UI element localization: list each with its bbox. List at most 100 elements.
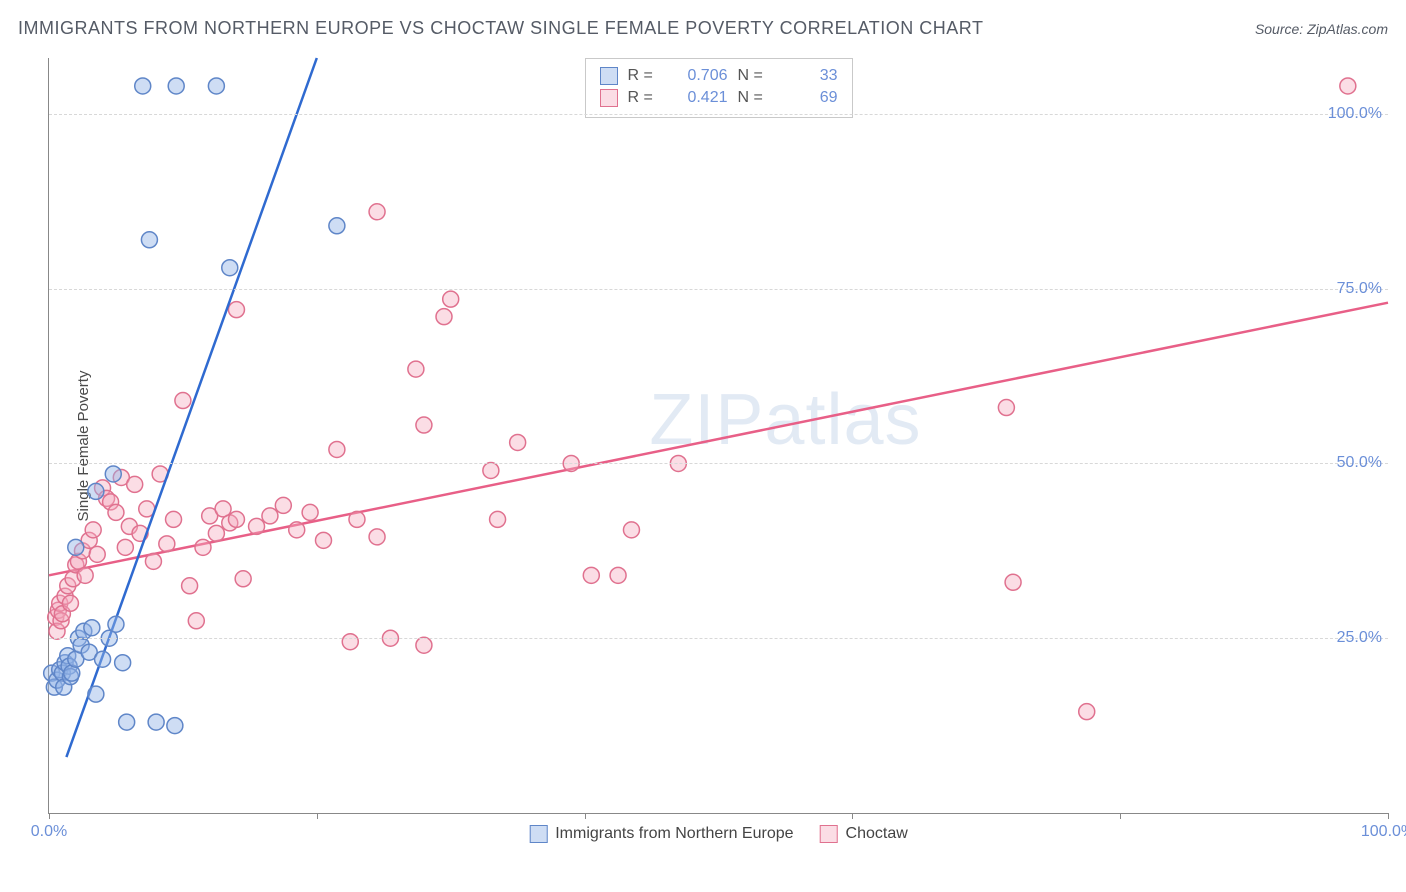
data-point-pink: [182, 578, 198, 594]
data-point-pink: [195, 539, 211, 555]
data-point-pink: [369, 204, 385, 220]
x-tick: [49, 813, 50, 819]
series-legend: Immigrants from Northern Europe Choctaw: [529, 825, 908, 843]
x-tick: [852, 813, 853, 819]
data-point-pink: [62, 595, 78, 611]
legend-label-blue: Immigrants from Northern Europe: [555, 825, 793, 843]
data-point-blue: [208, 78, 224, 94]
data-point-pink: [89, 546, 105, 562]
data-point-pink: [228, 302, 244, 318]
data-point-blue: [68, 539, 84, 555]
data-point-pink: [208, 525, 224, 541]
y-tick-label: 75.0%: [1337, 280, 1382, 298]
x-tick: [1120, 813, 1121, 819]
data-point-pink: [302, 504, 318, 520]
data-point-pink: [483, 462, 499, 478]
data-point-pink: [443, 291, 459, 307]
legend-item-blue: Immigrants from Northern Europe: [529, 825, 793, 843]
legend-r-label: R =: [628, 89, 658, 107]
data-point-blue: [84, 620, 100, 636]
data-point-pink: [315, 532, 331, 548]
x-tick-label: 100.0%: [1361, 823, 1406, 841]
data-point-blue: [167, 718, 183, 734]
data-point-pink: [175, 393, 191, 409]
data-point-blue: [88, 483, 104, 499]
data-point-pink: [1005, 574, 1021, 590]
data-point-pink: [262, 508, 278, 524]
data-point-blue: [148, 714, 164, 730]
x-tick: [317, 813, 318, 819]
data-point-pink: [145, 553, 161, 569]
data-point-blue: [168, 78, 184, 94]
data-point-pink: [1340, 78, 1356, 94]
data-point-pink: [77, 567, 93, 583]
data-point-pink: [416, 637, 432, 653]
data-point-pink: [510, 434, 526, 450]
data-point-pink: [583, 567, 599, 583]
legend-r-value-pink: 0.421: [668, 89, 728, 107]
data-point-blue: [119, 714, 135, 730]
data-point-blue: [115, 655, 131, 671]
source-name: ZipAtlas.com: [1307, 21, 1388, 37]
data-point-pink: [610, 567, 626, 583]
data-point-pink: [408, 361, 424, 377]
data-point-pink: [249, 518, 265, 534]
correlation-legend: R = 0.706 N = 33 R = 0.421 N = 69: [585, 58, 853, 118]
data-point-blue: [88, 686, 104, 702]
legend-row-pink: R = 0.421 N = 69: [600, 89, 838, 107]
y-tick-label: 25.0%: [1337, 629, 1382, 647]
gridline-h: [49, 114, 1388, 115]
legend-swatch-blue: [600, 67, 618, 85]
legend-swatch-pink-bottom: [820, 825, 838, 843]
chart-title: IMMIGRANTS FROM NORTHERN EUROPE VS CHOCT…: [18, 18, 983, 39]
data-point-blue: [135, 78, 151, 94]
data-point-blue: [105, 466, 121, 482]
data-point-pink: [623, 522, 639, 538]
legend-n-value-blue: 33: [778, 67, 838, 85]
chart-svg: [49, 58, 1388, 813]
data-point-blue: [329, 218, 345, 234]
data-point-pink: [416, 417, 432, 433]
legend-n-label: N =: [738, 89, 768, 107]
y-tick-label: 100.0%: [1328, 105, 1382, 123]
data-point-pink: [289, 522, 305, 538]
data-point-pink: [188, 613, 204, 629]
legend-r-label: R =: [628, 67, 658, 85]
data-point-pink: [1079, 704, 1095, 720]
data-point-pink: [275, 497, 291, 513]
data-point-pink: [349, 511, 365, 527]
legend-r-value-blue: 0.706: [668, 67, 728, 85]
y-tick-label: 50.0%: [1337, 454, 1382, 472]
legend-swatch-pink: [600, 89, 618, 107]
source-attribution: Source: ZipAtlas.com: [1255, 21, 1388, 37]
legend-label-pink: Choctaw: [846, 825, 908, 843]
data-point-pink: [127, 476, 143, 492]
data-point-pink: [998, 400, 1014, 416]
legend-n-label: N =: [738, 67, 768, 85]
legend-item-pink: Choctaw: [820, 825, 908, 843]
data-point-pink: [329, 441, 345, 457]
data-point-pink: [117, 539, 133, 555]
gridline-h: [49, 638, 1388, 639]
data-point-pink: [159, 536, 175, 552]
data-point-pink: [166, 511, 182, 527]
data-point-pink: [108, 504, 124, 520]
data-point-pink: [228, 511, 244, 527]
data-point-pink: [436, 309, 452, 325]
data-point-blue: [108, 616, 124, 632]
data-point-blue: [95, 651, 111, 667]
data-point-pink: [342, 634, 358, 650]
data-point-blue: [141, 232, 157, 248]
plot-area: ZIPatlas R = 0.706 N = 33 R = 0.421 N = …: [48, 58, 1388, 814]
data-point-pink: [490, 511, 506, 527]
gridline-h: [49, 463, 1388, 464]
data-point-pink: [369, 529, 385, 545]
x-tick: [585, 813, 586, 819]
data-point-pink: [235, 571, 251, 587]
trend-line-pink: [49, 303, 1388, 576]
legend-n-value-pink: 69: [778, 89, 838, 107]
legend-swatch-blue-bottom: [529, 825, 547, 843]
data-point-pink: [85, 522, 101, 538]
source-prefix: Source:: [1255, 21, 1307, 37]
gridline-h: [49, 289, 1388, 290]
